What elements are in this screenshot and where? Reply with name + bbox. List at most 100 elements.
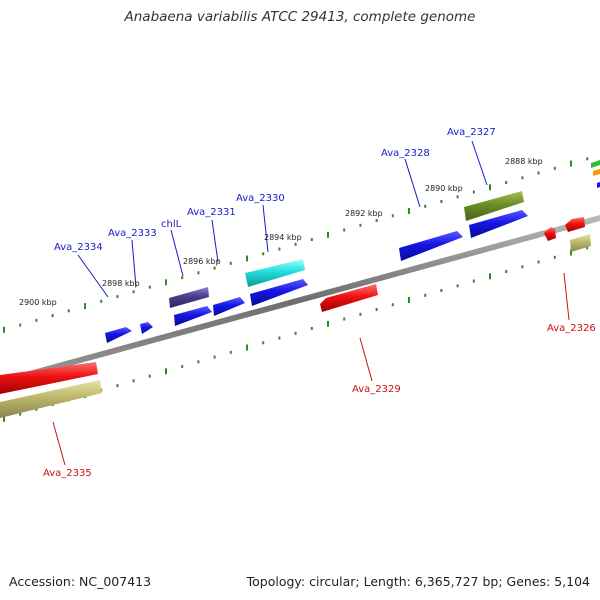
leader-ava-2335 [52, 421, 66, 466]
topology-info: Topology: circular; Length: 6,365,727 bp… [246, 574, 590, 589]
tick-minor [553, 255, 556, 259]
tick-minor [132, 379, 135, 383]
tick-minor [586, 246, 589, 250]
accession-info: Accession: NC_007413 [9, 574, 152, 589]
gene-label-ava-2331[interactable]: Ava_2331 [187, 207, 236, 218]
gene-label-ava-2328[interactable]: Ava_2328 [381, 148, 430, 159]
tick-minor [505, 270, 508, 273]
tick-minor [35, 318, 38, 322]
tick-minor [148, 374, 151, 378]
tick-minor [51, 314, 54, 318]
tick-minor [181, 276, 184, 280]
tick-minor [100, 299, 103, 303]
tick-minor [343, 228, 346, 232]
tick-minor [472, 190, 475, 194]
leader-ava-2329 [359, 337, 373, 382]
gene-label-ava-2335[interactable]: Ava_2335 [43, 468, 92, 479]
gene-ava-2331-a[interactable] [174, 306, 212, 326]
tick-minor [132, 290, 135, 294]
map-title: Anabaena variabilis ATCC 29413, complete… [124, 9, 476, 25]
tick-minor [213, 355, 216, 359]
kbp-label: 2888 kbp [505, 157, 543, 166]
leader-ava-2326 [563, 272, 570, 321]
tick-major [3, 415, 5, 422]
tick-minor [359, 312, 362, 316]
tick-minor [262, 252, 265, 256]
gene-label-ava-2334[interactable]: Ava_2334 [54, 242, 103, 253]
gene-ava-2335-b[interactable] [0, 380, 102, 418]
tick-minor [375, 219, 378, 222]
leader-ava-2330 [262, 204, 269, 253]
tick-minor [391, 214, 394, 218]
gene-ava-2327[interactable] [464, 191, 524, 221]
tick-minor [116, 295, 119, 299]
tick-minor [294, 242, 297, 246]
gene-label-ava-2326[interactable]: Ava_2326 [547, 323, 596, 334]
gene-ava-2328[interactable] [399, 231, 463, 261]
gene-ava-2331-b[interactable] [213, 297, 245, 316]
gene-ava-2329[interactable] [320, 284, 378, 312]
gene-ava-2330-b[interactable] [250, 279, 308, 306]
gene-label-ava-2327[interactable]: Ava_2327 [447, 127, 496, 138]
tick-minor [375, 308, 378, 311]
gene-edge-blue [597, 182, 600, 188]
gene-ava-2327-a[interactable] [469, 210, 528, 238]
gene-ava-2333[interactable] [140, 322, 153, 334]
gene-ava-2326-b[interactable] [565, 217, 585, 232]
tick-minor [537, 260, 540, 264]
gene-label-chll[interactable]: chlL [161, 219, 182, 230]
kbp-label: 2890 kbp [425, 184, 463, 193]
tick-minor [197, 271, 200, 275]
tick-minor [586, 157, 589, 161]
tick-minor [553, 166, 556, 170]
gene-edge-green [591, 160, 600, 168]
tick-minor [343, 317, 346, 321]
leader-ava-2334 [77, 254, 109, 298]
tick-minor [278, 336, 281, 340]
tick-minor [35, 407, 38, 411]
gene-ava-2335[interactable] [0, 362, 98, 394]
tick-major [3, 326, 5, 333]
kbp-label: 2894 kbp [264, 233, 302, 242]
tick-minor [19, 323, 22, 327]
tick-minor [278, 247, 281, 251]
tick-minor [359, 223, 362, 227]
gene-label-ava-2329[interactable]: Ava_2329 [352, 384, 401, 395]
gene-ava-2334[interactable] [105, 327, 132, 343]
kbp-label: 2898 kbp [102, 279, 140, 288]
tick-major [489, 184, 491, 191]
tick-major [327, 320, 329, 327]
kbp-label: 2892 kbp [345, 209, 383, 218]
kbp-label: 2896 kbp [183, 257, 221, 266]
tick-minor [116, 384, 119, 388]
tick-minor [262, 341, 265, 345]
gene-ava-2330[interactable] [245, 259, 305, 287]
tick-minor [148, 285, 151, 289]
tick-minor [424, 293, 427, 297]
leader-chll [170, 229, 184, 277]
gene-edge-orange [593, 169, 600, 176]
tick-minor [294, 331, 297, 335]
tick-minor [440, 289, 443, 292]
leader-ava-2328 [404, 158, 421, 208]
leader-ava-2327 [471, 140, 488, 186]
gene-ava-2326-a[interactable] [544, 227, 556, 241]
tick-minor [456, 284, 459, 288]
leader-ava-2333 [131, 239, 137, 288]
tick-major [570, 249, 572, 256]
tick-minor [521, 176, 524, 180]
tick-minor [181, 365, 184, 369]
tick-minor [213, 266, 216, 270]
gene-chll[interactable] [169, 287, 209, 308]
gene-label-ava-2333[interactable]: Ava_2333 [108, 228, 157, 239]
gene-ava-2326-c[interactable] [570, 234, 591, 252]
genome-backbone [0, 215, 600, 385]
tick-minor [229, 261, 232, 265]
tick-minor [229, 350, 232, 354]
tick-minor [67, 309, 70, 313]
tick-major [570, 160, 572, 167]
tick-major [327, 231, 329, 238]
tick-ruler-upper [3, 157, 589, 333]
gene-label-ava-2330[interactable]: Ava_2330 [236, 193, 285, 204]
